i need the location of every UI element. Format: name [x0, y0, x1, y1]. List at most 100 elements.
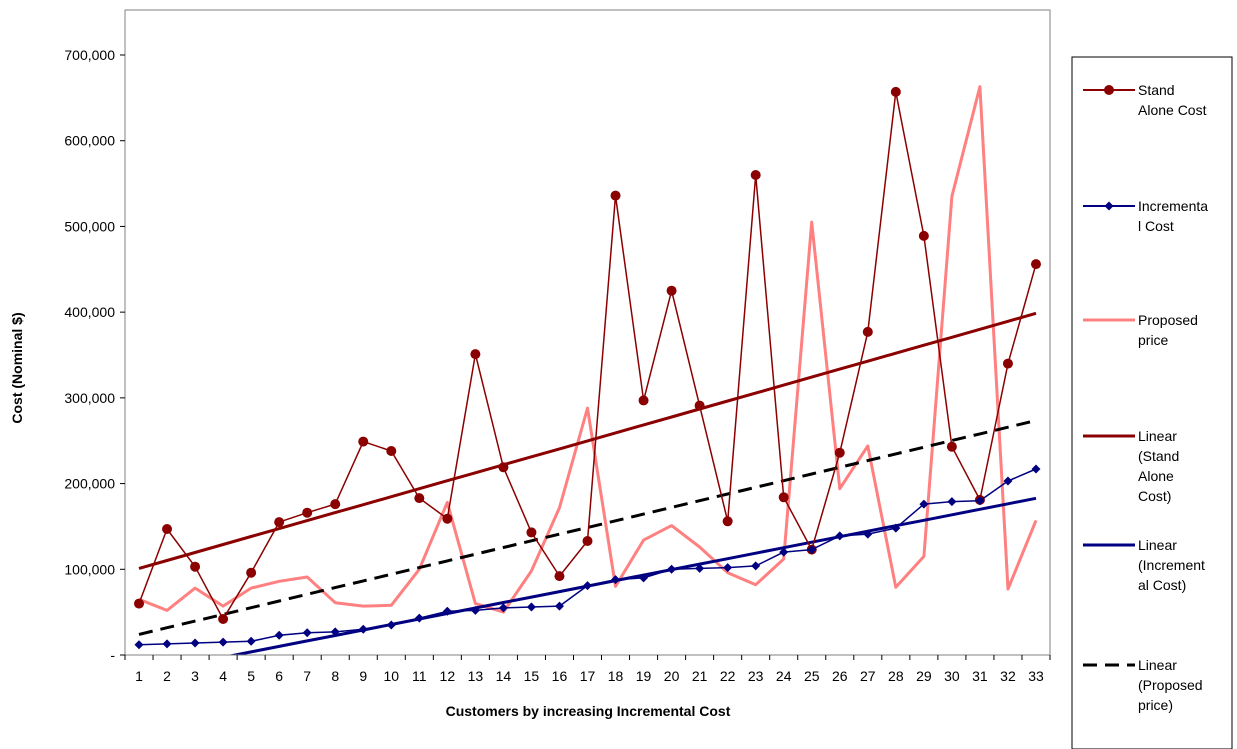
plot-frame	[124, 9, 1051, 656]
legend-label: price)	[1138, 697, 1173, 713]
legend-label: (Proposed	[1138, 677, 1203, 693]
point-stand-alone	[386, 446, 397, 456]
x-tick-label: 7	[303, 668, 311, 684]
x-tick-label: 24	[776, 668, 792, 684]
point-stand-alone	[470, 349, 481, 360]
legend-label: Cost)	[1138, 488, 1171, 504]
y-tick-label: 300,000	[64, 390, 115, 406]
point-incremental	[639, 573, 649, 583]
point-stand-alone	[918, 230, 929, 241]
x-tick-label: 19	[636, 668, 652, 684]
x-tick-label: 21	[692, 668, 708, 684]
y-tick-label: 600,000	[64, 133, 115, 149]
point-stand-alone	[666, 285, 677, 296]
point-stand-alone	[302, 507, 313, 518]
y-axis-title: Cost (Nominal $)	[9, 312, 25, 423]
point-incremental	[779, 547, 789, 557]
legend-label: Incrementa	[1138, 198, 1208, 214]
point-incremental	[947, 497, 957, 507]
x-tick-label: 32	[1000, 668, 1016, 684]
point-stand-alone	[890, 86, 901, 97]
point-stand-alone	[750, 170, 761, 180]
x-tick-label: 2	[163, 668, 171, 684]
legend-label: Alone Cost	[1138, 102, 1207, 118]
point-incremental	[975, 496, 985, 506]
point-incremental	[246, 636, 256, 646]
x-tick-label: 22	[720, 668, 736, 684]
point-incremental	[218, 637, 228, 647]
point-incremental	[891, 523, 901, 533]
point-stand-alone	[330, 499, 341, 510]
x-tick-label: 1	[135, 668, 143, 684]
point-incremental	[274, 630, 284, 640]
point-incremental	[330, 627, 340, 637]
x-axis-title: Customers by increasing Incremental Cost	[446, 703, 731, 719]
point-incremental	[134, 640, 144, 650]
point-stand-alone	[862, 326, 873, 337]
point-incremental	[1003, 476, 1013, 486]
point-stand-alone	[498, 462, 509, 473]
x-tick-label: 10	[383, 668, 399, 684]
point-stand-alone	[218, 614, 229, 624]
x-tick-label: 11	[412, 668, 427, 684]
point-stand-alone	[134, 598, 145, 609]
point-incremental	[414, 613, 424, 623]
point-incremental	[190, 638, 200, 648]
legend-label: Linear	[1138, 537, 1177, 553]
point-stand-alone	[778, 492, 789, 503]
legend-label: Linear	[1138, 428, 1177, 444]
x-tick-label: 25	[804, 668, 820, 684]
point-stand-alone	[834, 447, 845, 458]
x-tick-label: 20	[664, 668, 680, 684]
point-incremental	[611, 575, 621, 585]
point-incremental	[863, 529, 873, 539]
point-stand-alone	[162, 524, 173, 534]
point-stand-alone	[554, 571, 565, 582]
legend-label: al Cost)	[1138, 577, 1186, 593]
plot-area	[134, 85, 1041, 655]
point-incremental	[695, 563, 705, 573]
point-incremental	[1031, 464, 1041, 474]
series-line-1	[138, 468, 1037, 646]
y-tick-label: -	[110, 647, 115, 663]
x-tick-label: 4	[219, 668, 227, 684]
x-tick-label: 8	[331, 668, 339, 684]
x-tick-label: 3	[191, 668, 199, 684]
legend-symbol	[1083, 201, 1135, 211]
x-tick-label: 13	[468, 668, 484, 684]
x-tick-label: 5	[247, 668, 255, 684]
point-incremental	[470, 605, 480, 615]
x-tick-label: 33	[1028, 668, 1044, 684]
x-tick-label: 29	[916, 668, 932, 684]
x-tick-label: 30	[944, 668, 960, 684]
point-incremental	[526, 602, 536, 612]
legend-label: Proposed	[1138, 312, 1198, 328]
point-stand-alone	[722, 516, 733, 527]
point-stand-alone	[246, 567, 257, 578]
point-incremental	[498, 603, 508, 613]
point-incremental	[723, 563, 733, 573]
y-tick-label: 200,000	[64, 476, 115, 492]
x-tick-label: 31	[972, 668, 988, 684]
point-stand-alone	[1002, 358, 1013, 369]
point-stand-alone	[694, 400, 705, 411]
point-incremental	[386, 620, 396, 630]
y-tick-label: 400,000	[64, 304, 115, 320]
point-stand-alone	[414, 493, 425, 504]
point-incremental	[302, 628, 312, 638]
point-incremental	[919, 499, 929, 509]
y-tick-label: 100,000	[64, 561, 115, 577]
x-tick-label: 15	[524, 668, 540, 684]
x-tick-label: 18	[608, 668, 624, 684]
x-tick-label: 26	[832, 668, 848, 684]
legend-label: Stand	[1138, 82, 1175, 98]
point-stand-alone	[1030, 259, 1041, 270]
x-tick-label: 9	[359, 668, 367, 684]
point-incremental	[751, 561, 761, 571]
legend-box	[1071, 56, 1233, 749]
series-line-3	[138, 311, 1037, 570]
x-tick-label: 12	[440, 668, 456, 684]
series-line-2	[138, 85, 1038, 614]
legend-label: (Stand	[1138, 448, 1179, 464]
point-stand-alone	[358, 436, 369, 447]
